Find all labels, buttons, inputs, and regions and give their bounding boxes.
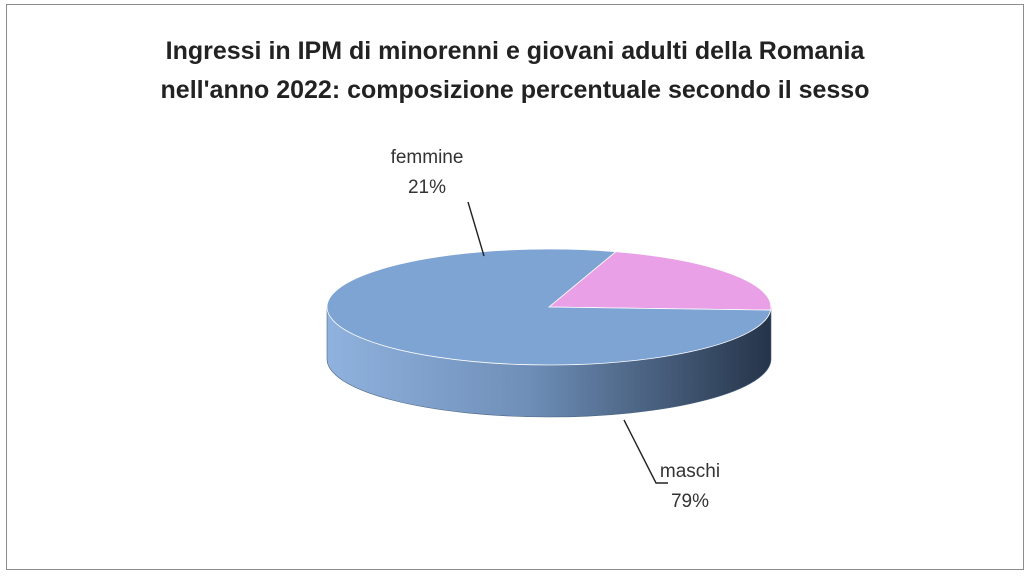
- chart-area: Ingressi in IPM di minorenni e giovani a…: [6, 4, 1024, 570]
- chart-title-line-2: nell'anno 2022: composizione percentuale…: [160, 76, 870, 104]
- leader-line-femmine: [467, 201, 485, 257]
- pie-slice-maschi: [326, 248, 772, 366]
- pie-slice-femmine: [547, 251, 772, 311]
- data-label-femmine-percent: 21%: [408, 177, 446, 198]
- data-label-femmine-name: femmine: [391, 147, 464, 168]
- chart-title-line-1: Ingressi in IPM di minorenni e giovani a…: [165, 37, 865, 65]
- data-label-maschi-percent: 79%: [671, 491, 709, 512]
- leader-line-maschi: [623, 419, 668, 484]
- data-label-maschi-name: maschi: [660, 461, 720, 482]
